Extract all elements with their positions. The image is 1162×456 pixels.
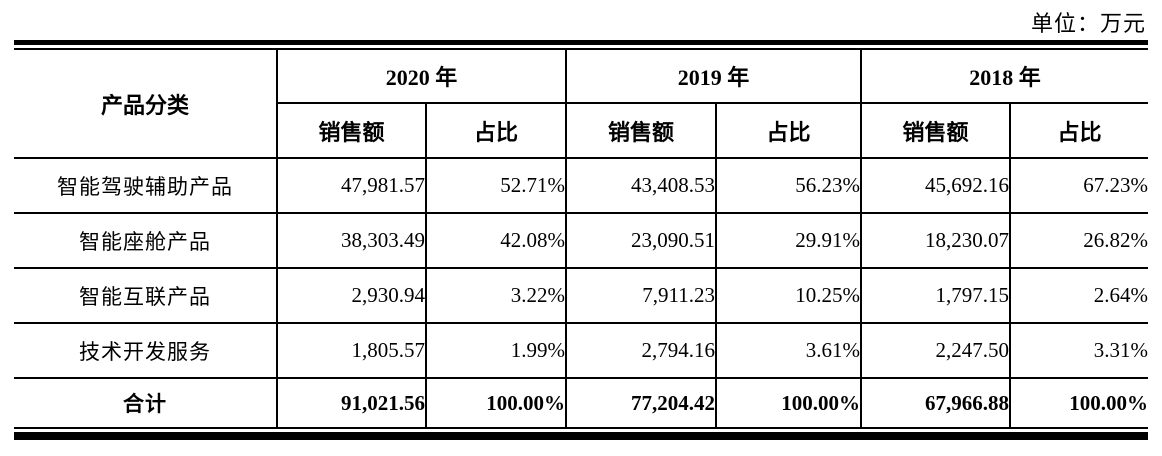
share-cell-2019: 56.23% — [715, 157, 863, 214]
table-row: 智能驾驶辅助产品 47,981.57 52.71% 43,408.53 56.2… — [14, 157, 1149, 214]
share-cell-2019: 29.91% — [715, 212, 863, 269]
total-share-cell-2018: 100.00% — [1009, 377, 1149, 429]
sales-cell-2018: 45,692.16 — [860, 157, 1012, 214]
header-subhead-row: 销售额 占比 销售额 占比 销售额 占比 — [14, 102, 1149, 159]
sales-cell-2018: 1,797.15 — [860, 267, 1012, 324]
sales-header-2018: 销售额 — [860, 102, 1012, 159]
sales-cell-2020: 47,981.57 — [276, 157, 427, 214]
total-share-cell-2020: 100.00% — [424, 377, 568, 429]
unit-label: 单位：万元 — [1030, 11, 1146, 36]
share-cell-2019: 10.25% — [715, 267, 863, 324]
total-row: 合计 91,021.56 100.00% 77,204.42 100.00% 6… — [14, 377, 1149, 429]
table-row: 智能座舱产品 38,303.49 42.08% 23,090.51 29.91%… — [14, 212, 1149, 269]
share-cell-2020: 3.22% — [424, 267, 568, 324]
product-name-cell: 智能互联产品 — [14, 267, 278, 324]
sales-cell-2020: 38,303.49 — [276, 212, 427, 269]
total-label-cell: 合计 — [14, 377, 278, 429]
table-row: 智能互联产品 2,930.94 3.22% 7,911.23 10.25% 1,… — [14, 267, 1149, 324]
product-category-header: 产品分类 — [14, 48, 278, 159]
year-2019-header: 2019 年 — [565, 48, 863, 104]
sales-cell-2018: 2,247.50 — [860, 322, 1012, 379]
product-sales-table-wrapper: 产品分类 2020 年 2019 年 2018 年 销售额 占比 销售额 占比 … — [14, 40, 1149, 440]
year-2020-header: 2020 年 — [275, 48, 568, 104]
total-sales-cell-2018: 67,966.88 — [860, 377, 1012, 429]
share-cell-2018: 26.82% — [1009, 212, 1149, 269]
share-cell-2019: 3.61% — [715, 322, 863, 379]
share-cell-2018: 67.23% — [1009, 157, 1149, 214]
sales-cell-2019: 2,794.16 — [565, 322, 718, 379]
share-header-2019: 占比 — [715, 102, 863, 159]
year-2018-header: 2018 年 — [860, 48, 1149, 104]
share-cell-2018: 3.31% — [1009, 322, 1149, 379]
share-cell-2018: 2.64% — [1009, 267, 1149, 324]
total-sales-cell-2019: 77,204.42 — [565, 377, 718, 429]
sales-cell-2019: 43,408.53 — [565, 157, 718, 214]
sales-cell-2018: 18,230.07 — [860, 212, 1012, 269]
share-cell-2020: 52.71% — [424, 157, 568, 214]
product-name-cell: 智能座舱产品 — [14, 212, 278, 269]
share-cell-2020: 1.99% — [424, 322, 568, 379]
total-sales-cell-2020: 91,021.56 — [276, 377, 427, 429]
header-year-row: 产品分类 2020 年 2019 年 2018 年 — [14, 48, 1149, 159]
product-name-cell: 智能驾驶辅助产品 — [14, 157, 278, 214]
sales-cell-2019: 23,090.51 — [565, 212, 718, 269]
sales-header-2020: 销售额 — [277, 102, 427, 159]
product-sales-table: 产品分类 2020 年 2019 年 2018 年 销售额 占比 销售额 占比 … — [14, 48, 1149, 429]
sales-cell-2020: 1,805.57 — [276, 322, 427, 379]
share-header-2020: 占比 — [424, 102, 568, 159]
table-row: 技术开发服务 1,805.57 1.99% 2,794.16 3.61% 2,2… — [14, 322, 1149, 379]
share-cell-2020: 42.08% — [424, 212, 568, 269]
product-name-cell: 技术开发服务 — [14, 322, 278, 379]
share-header-2018: 占比 — [1009, 102, 1149, 159]
sales-cell-2020: 2,930.94 — [276, 267, 427, 324]
sales-cell-2019: 7,911.23 — [565, 267, 718, 324]
total-share-cell-2019: 100.00% — [715, 377, 863, 429]
sales-header-2019: 销售额 — [565, 102, 718, 159]
